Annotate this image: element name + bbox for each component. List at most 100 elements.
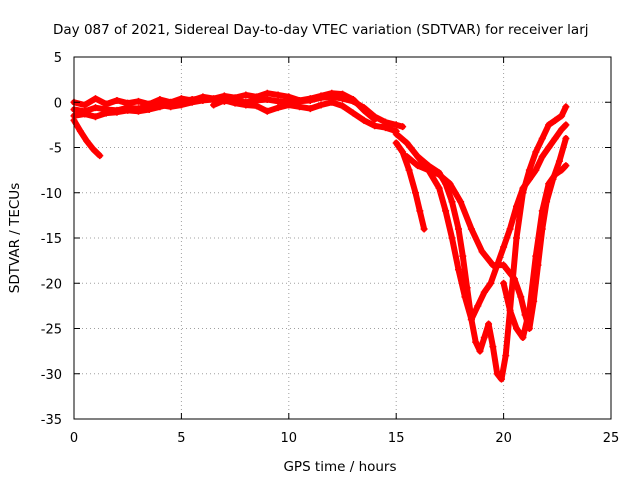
data-point (467, 315, 475, 323)
data-point (263, 96, 271, 104)
data-point (91, 113, 99, 121)
data-point (493, 370, 501, 378)
data-point (285, 101, 293, 109)
data-point (188, 96, 196, 104)
data-point (448, 198, 456, 206)
data-point (558, 166, 566, 174)
data-point (210, 95, 218, 103)
data-point (480, 334, 488, 342)
data-point (500, 279, 508, 287)
data-point (414, 162, 422, 170)
data-point (392, 139, 400, 147)
data-point (480, 288, 488, 296)
y-tick-label: 5 (54, 51, 62, 66)
data-point (263, 107, 271, 115)
data-point (506, 225, 514, 233)
data-point (102, 109, 110, 117)
data-point (525, 166, 533, 174)
series-arc-9 (414, 121, 570, 323)
data-point (558, 125, 566, 133)
x-tick-label: 20 (495, 431, 512, 446)
data-point (551, 116, 559, 124)
series-arc-5 (210, 96, 400, 135)
data-point (371, 115, 379, 123)
data-point (399, 123, 407, 131)
data-point (113, 96, 121, 104)
data-point (317, 92, 325, 100)
data-point (199, 95, 207, 103)
data-point (263, 89, 271, 97)
x-tick-label: 15 (388, 431, 405, 446)
data-point (448, 234, 456, 242)
data-point (519, 184, 527, 192)
data-point (403, 153, 411, 161)
y-tick-label: -20 (41, 277, 62, 292)
data-point (562, 121, 570, 129)
data-point (113, 108, 121, 116)
data-point (349, 96, 357, 104)
data-point (306, 95, 314, 103)
data-point (532, 166, 540, 174)
data-point (442, 207, 450, 215)
data-point (493, 261, 501, 269)
data-point (545, 121, 553, 129)
data-point (274, 91, 282, 99)
x-tick-label: 5 (177, 431, 185, 446)
data-point (551, 171, 559, 179)
data-point (551, 134, 559, 142)
data-point (381, 124, 389, 132)
x-axis-label: GPS time / hours (283, 459, 396, 475)
data-point (306, 105, 314, 113)
data-point (414, 153, 422, 161)
data-point (371, 122, 379, 130)
y-tick-label: -10 (41, 187, 62, 202)
data-point (517, 293, 525, 301)
data-point (403, 139, 411, 147)
data-point (474, 302, 482, 310)
data-point (317, 101, 325, 109)
data-point (167, 100, 175, 108)
series-arc-6 (392, 139, 428, 233)
y-tick-label: -5 (49, 142, 62, 157)
data-point (360, 106, 368, 114)
data-point (91, 104, 99, 112)
ticks (73, 56, 612, 420)
series-arc-3 (70, 89, 379, 123)
data-point (502, 352, 510, 360)
data-point (156, 96, 164, 104)
data-point (253, 102, 261, 110)
x-tick-label: 0 (70, 431, 78, 446)
data-point (296, 96, 304, 104)
data-point (519, 334, 527, 342)
data-point (525, 175, 533, 183)
data-point (506, 306, 514, 314)
data-point (81, 101, 89, 109)
y-tick-label: -30 (41, 368, 62, 383)
data-point (76, 127, 84, 135)
data-point (328, 89, 336, 97)
series-arc-10 (500, 162, 570, 342)
data-point (489, 343, 497, 351)
data-point (242, 91, 250, 99)
data-point (500, 243, 508, 251)
data-point (525, 306, 533, 314)
data-point (349, 109, 357, 117)
data-point (545, 144, 553, 151)
grid (74, 57, 611, 419)
data-point (424, 166, 432, 174)
data-point (457, 198, 465, 206)
y-tick-label: -25 (41, 323, 62, 338)
x-tick-label: 25 (603, 431, 620, 446)
y-tick-label: -15 (41, 232, 62, 247)
data-point (420, 225, 428, 233)
y-tick-label: -35 (41, 413, 62, 428)
data-point (435, 184, 443, 192)
data-point (339, 90, 346, 98)
data-point (91, 95, 99, 103)
data-point (558, 112, 566, 120)
data-point (285, 93, 293, 101)
data-point (538, 153, 546, 161)
data-point (124, 99, 132, 107)
data-point (478, 248, 486, 256)
